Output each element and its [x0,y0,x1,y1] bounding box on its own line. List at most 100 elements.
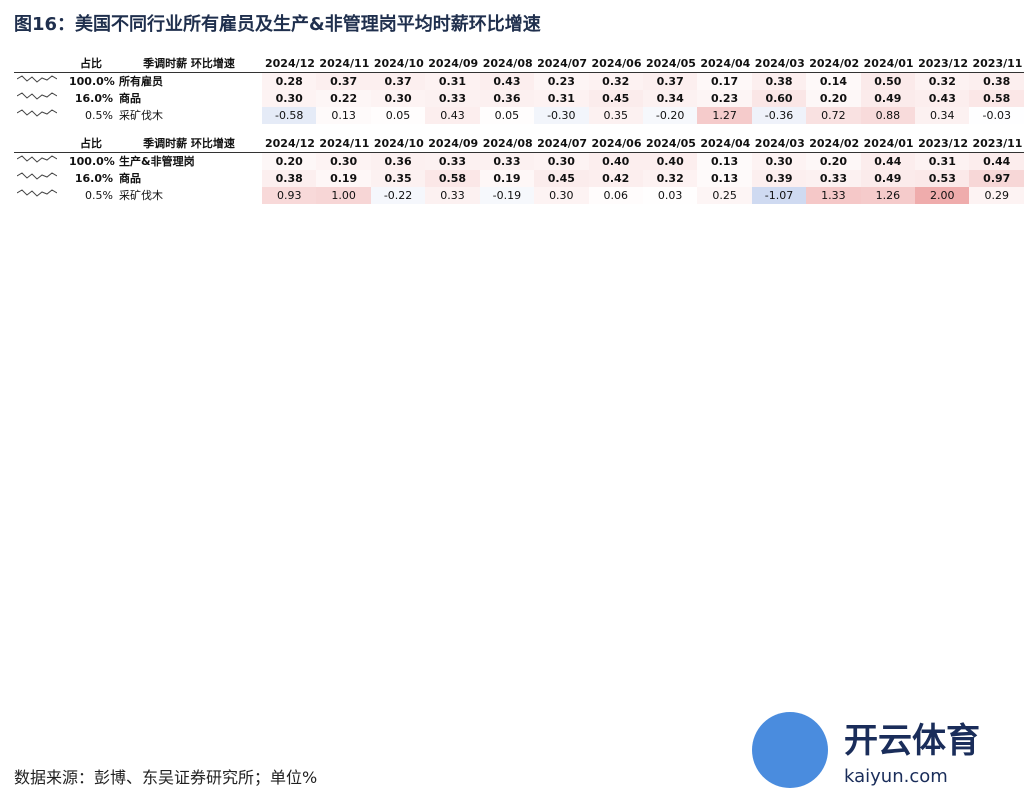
share-cell: 100.0% [69,154,115,168]
value-cell: 0.34 [915,107,970,124]
value-cell: 0.60 [751,90,807,107]
header-spark-cell [14,136,66,153]
value-cell: -0.30 [534,107,589,124]
value-cell: 0.13 [697,153,751,171]
value-cell: 0.31 [915,152,970,170]
header-spark-cell [14,56,66,73]
header-row: 占比 季调时薪 环比增速 2024/12 2024/11 2024/10 2024/09 2… [14,56,1024,73]
value-cell: 0.32 [642,170,698,187]
column-header: 2024/02 [806,136,861,153]
column-header: 2024/03 [751,136,807,153]
kaiyun-watermark: 开云体育 kaiyun.com [752,712,980,788]
value-cell: 0.32 [915,72,970,90]
value-cell: 0.37 [370,72,426,90]
table-row: 0.5% 采矿伐木 0.93 1.00 -0.22 0.33 -0.19 0.30 0.06 0.… [14,187,1024,204]
value-cell: 0.33 [425,90,480,107]
column-header: 2024/07 [534,136,589,153]
value-cell: 0.22 [316,90,371,107]
column-header: 2024/10 [370,136,426,153]
sparkline-icon [14,90,66,107]
column-header: 占比 [66,56,116,73]
value-cell: 0.36 [479,90,535,107]
watermark-logo-icon [752,712,828,788]
column-header: 2024/07 [534,56,589,73]
value-cell: 0.53 [915,170,970,187]
table-row: 16.0% 商品 0.38 0.19 0.35 0.58 0.19 0.45 0.42 0.32 0… [14,170,1024,187]
value-cell: 0.43 [425,107,480,124]
figure-title: 图16：美国不同行业所有雇员及生产&非管理岗平均时薪环比增速 [14,14,541,35]
value-cell: 0.97 [969,170,1024,187]
table-row: 16.0% 商品 0.30 0.22 0.30 0.33 0.36 0.31 0.45 0.34 0… [14,90,1024,107]
value-cell: -0.36 [751,107,807,124]
value-cell: 0.33 [806,170,861,187]
column-header: 季调时薪 环比增速 [116,56,262,73]
source-note: 数据来源：彭博、东吴证券研究所；单位% [14,768,318,787]
value-cell: 1.27 [697,107,752,124]
value-cell: 0.29 [969,187,1024,204]
share-cell: 16.0% [74,171,113,185]
value-cell: 0.35 [370,170,426,187]
value-cell: 0.32 [588,72,643,90]
value-cell: 0.30 [262,90,317,107]
table-production-nonsupervisory: 占比 季调时薪 环比增速 2024/12 2024/11 2024/10 2024/09 2… [14,136,1024,204]
sparkline-icon [14,73,66,91]
column-header: 占比 [66,136,116,153]
value-cell: 0.31 [534,90,589,107]
value-cell: -0.58 [262,107,317,124]
sparkline-icon [14,187,66,204]
value-cell: 0.20 [262,152,317,170]
value-cell: 0.30 [751,152,807,170]
column-header: 2024/08 [479,136,535,153]
sparkline-icon [14,170,66,187]
value-cell: -0.03 [982,108,1011,122]
column-header: 季调时薪 环比增速 [116,136,262,153]
value-cell: 0.44 [860,152,916,170]
column-header: 2024/04 [697,56,752,73]
column-header: 2024/05 [642,56,698,73]
table-row: 100.0% 所有雇员 0.28 0.37 0.37 0.31 0.43 0.23 0.32 0.… [14,72,1024,91]
value-cell: 0.72 [806,107,861,124]
value-cell: 0.20 [806,90,861,107]
wage-table: 占比 季调时薪 环比增速 2024/12 2024/11 2024/10 2024/09 2… [14,56,1024,204]
value-cell: 0.49 [860,170,916,187]
value-cell: -0.22 [370,187,426,204]
column-header: 2024/09 [425,56,480,73]
value-cell: 0.14 [806,73,860,91]
value-cell: 0.23 [534,72,589,90]
value-cell: 0.38 [751,72,807,90]
value-cell: 0.20 [806,152,861,170]
value-cell: 0.30 [534,187,589,204]
value-cell: 0.06 [603,188,628,202]
value-cell: 0.49 [860,90,916,107]
value-cell: 2.00 [915,187,970,204]
value-cell: 0.37 [642,72,698,90]
value-cell: 0.42 [588,170,643,187]
value-cell: 0.43 [479,72,535,90]
column-header: 2024/09 [425,136,480,153]
value-cell: 0.33 [425,187,480,204]
value-cell: 0.17 [697,72,752,90]
column-header: 2023/11 [969,136,1024,153]
value-cell: 0.34 [642,90,698,107]
column-header: 2024/01 [860,136,916,153]
watermark-brand: 开云体育 [844,721,980,761]
column-header: 2024/12 [262,136,317,153]
value-cell: 0.19 [479,170,535,187]
value-cell: 0.88 [860,107,916,124]
sparkline-icon [14,153,66,171]
column-header: 2024/11 [316,136,371,153]
value-cell: 0.30 [534,152,589,170]
value-cell: 1.33 [806,187,861,204]
value-cell: 0.50 [860,72,916,90]
value-cell: 0.28 [262,72,317,90]
table-all-employees: 占比 季调时薪 环比增速 2024/12 2024/11 2024/10 2024/09 2… [14,56,1024,124]
industry-name: 商品 [119,91,141,105]
value-cell: 0.05 [385,108,411,122]
value-cell: 1.00 [316,187,371,204]
industry-name: 所有雇员 [119,74,163,88]
value-cell: 0.44 [969,152,1024,170]
value-cell: 0.30 [316,152,371,170]
value-cell: 0.38 [969,72,1024,90]
value-cell: 0.58 [425,170,480,187]
industry-name: 采矿伐木 [119,188,163,202]
